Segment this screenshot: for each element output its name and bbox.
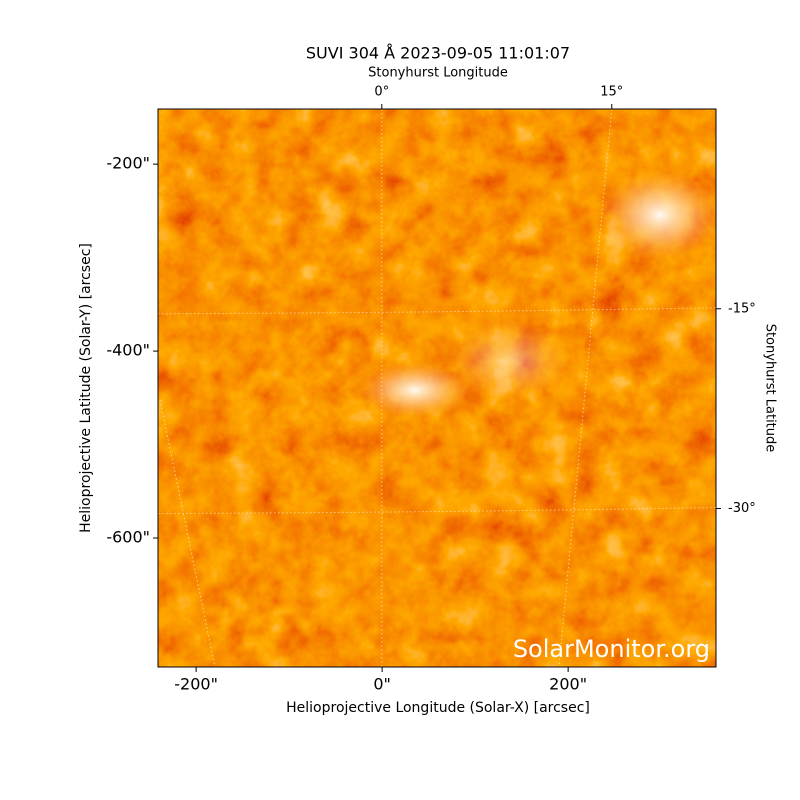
grid-line (558, 108, 613, 668)
y-tick-label: -200" (106, 154, 150, 173)
grid-line (159, 399, 216, 667)
chart-title: SUVI 304 Å 2023-09-05 11:01:07 (306, 44, 570, 63)
y-tick-label: -400" (106, 341, 150, 360)
y2-tick-label: -30° (728, 501, 756, 516)
y2-axis-label: Stonyhurst Latitude (763, 324, 778, 453)
grid-line (157, 307, 717, 315)
x-tick-label: -200" (174, 675, 218, 694)
x2-tick-label: 0° (374, 85, 389, 100)
y2-tick-label: -15° (728, 301, 756, 316)
x-tick-label: 0" (373, 675, 391, 694)
grid-line (157, 507, 717, 515)
x2-tick-label: 15° (600, 85, 623, 100)
plot-frame (157, 108, 717, 668)
x-axis-label: Helioprojective Longitude (Solar-X) [arc… (286, 700, 590, 716)
x-tick-label: 200" (549, 675, 587, 694)
x2-axis-label: Stonyhurst Longitude (368, 66, 508, 81)
y-tick-label: -600" (106, 528, 150, 547)
solar-image (158, 109, 716, 667)
y-axis-label: Helioprojective Latitude (Solar-Y) [arcs… (78, 243, 94, 533)
watermark: SolarMonitor.org (513, 635, 710, 663)
